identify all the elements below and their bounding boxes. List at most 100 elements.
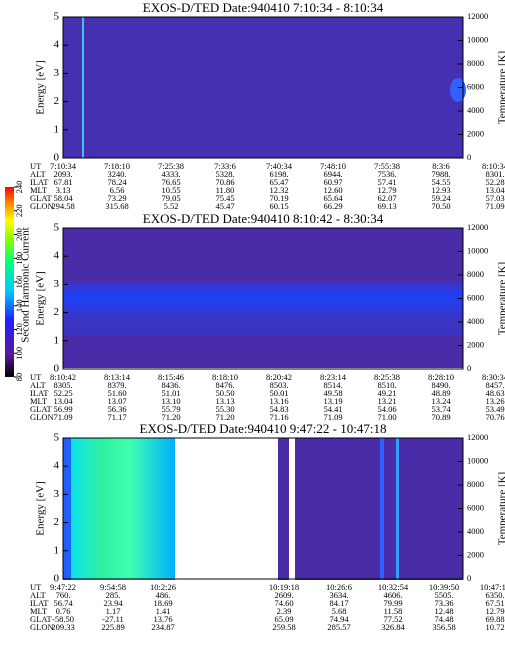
ephemeris-value: 8:10:42 xyxy=(50,372,76,382)
ephemeris-value: 2.39 xyxy=(277,606,292,616)
y-tick-label: 5 xyxy=(54,432,60,444)
ephemeris-value: 50.50 xyxy=(215,388,234,398)
ephemeris-value: 8:13:14 xyxy=(104,372,131,382)
ephemeris-value: 10.55 xyxy=(161,185,180,195)
ephemeris-value: 71.09 xyxy=(323,412,342,422)
y2-tick-label: 6000 xyxy=(467,81,484,91)
ephemeris-value: 5.52 xyxy=(164,201,179,211)
ephemeris-value: 13.04 xyxy=(485,185,505,195)
ephemeris-value: 315.68 xyxy=(105,201,128,211)
ephemeris-value: 13.10 xyxy=(161,396,180,406)
ephemeris-value: 2093. xyxy=(53,169,72,179)
ephemeris-value: 294.58 xyxy=(51,201,74,211)
ephemeris-value: 486. xyxy=(156,590,171,600)
ephemeris-row-label: ILAT xyxy=(30,177,49,187)
ephemeris-value: 7:40:34 xyxy=(266,161,293,171)
ephemeris-value: 49.58 xyxy=(323,388,342,398)
y2-tick-label: 2000 xyxy=(467,128,484,138)
ephemeris-value: 70.86 xyxy=(215,177,234,187)
ephemeris-value: 60.97 xyxy=(323,177,342,187)
ephemeris-value: 55.30 xyxy=(215,404,234,414)
chart-title: EXOS-D/TED Date:940410 9:47:22 - 10:47:1… xyxy=(140,421,387,436)
ephemeris-value: 13.19 xyxy=(323,396,342,406)
ephemeris-value: 13.16 xyxy=(269,396,288,406)
ephemeris-value: 53.74 xyxy=(431,404,451,414)
ephemeris-value: 13.21 xyxy=(377,396,396,406)
ephemeris-value: 7:10:34 xyxy=(50,161,77,171)
y2-tick-label: 8000 xyxy=(467,269,484,279)
ephemeris-value: 326.84 xyxy=(381,622,405,632)
y-tick-label: 5 xyxy=(54,222,60,234)
ephemeris-value: 7:25:38 xyxy=(158,161,184,171)
ephemeris-value: 3634. xyxy=(329,590,348,600)
y-tick-label: 1 xyxy=(54,334,60,346)
ephemeris-value: 73.29 xyxy=(107,193,126,203)
y-axis-title: Energy [eV] xyxy=(35,481,47,535)
y2-tick-label: 8000 xyxy=(467,58,484,68)
ephemeris-value: 6350. xyxy=(485,590,504,600)
ephemeris-value: 54.06 xyxy=(377,404,396,414)
ephemeris-value: 8:3:6 xyxy=(432,161,449,171)
ephemeris-value: 71.16 xyxy=(269,412,288,422)
colorbar-tick-label: 240 xyxy=(14,181,24,194)
ephemeris-value: 12.79 xyxy=(377,185,396,195)
ephemeris-value: 8457. xyxy=(485,380,504,390)
ephemeris-value: 56.99 xyxy=(53,404,72,414)
ephemeris-row-label: GLAT xyxy=(30,193,53,203)
ephemeris-row-label: MLT xyxy=(30,606,48,616)
ephemeris-value: 6198. xyxy=(269,169,288,179)
ephemeris-value: 6.56 xyxy=(110,185,125,195)
ephemeris-value: 8:20:42 xyxy=(266,372,292,382)
y2-tick-label: 10000 xyxy=(467,245,488,255)
ephemeris-value: 8503. xyxy=(269,380,288,390)
ephemeris-value: 8:15:46 xyxy=(158,372,184,382)
ephemeris-value: 11.58 xyxy=(384,606,403,616)
y-tick-label: 3 xyxy=(54,278,60,290)
y2-tick-label: 6000 xyxy=(467,502,484,512)
ephemeris-value: 5328. xyxy=(215,169,234,179)
ephemeris-value: 71.09 xyxy=(485,201,504,211)
y-tick-label: 4 xyxy=(54,250,60,262)
ephemeris-value: 8490. xyxy=(431,380,450,390)
ephemeris-value: 8379. xyxy=(107,380,126,390)
spectrogram-field xyxy=(63,17,466,158)
ephemeris-value: 7:18:10 xyxy=(104,161,130,171)
ephemeris-value: 75.45 xyxy=(215,193,234,203)
y2-tick-label: 12000 xyxy=(467,222,488,232)
ephemeris-value: 60.15 xyxy=(269,201,288,211)
ephemeris-value: 8510. xyxy=(377,380,396,390)
ephemeris-value: 234.87 xyxy=(151,622,174,632)
colorbar-tick-label: 220 xyxy=(14,204,24,217)
ephemeris-value: 12.79 xyxy=(485,606,504,616)
ephemeris-value: 13.04 xyxy=(53,396,73,406)
ephemeris-value: 2609. xyxy=(274,590,293,600)
y-tick-label: 2 xyxy=(54,95,60,107)
ephemeris-value: 65.47 xyxy=(269,177,288,187)
ephemeris-value: 13.26 xyxy=(485,396,504,406)
ephemeris-value: 71.09 xyxy=(53,412,72,422)
ephemeris-value: 69.13 xyxy=(377,201,396,211)
ephemeris-value: 8:28:10 xyxy=(428,372,454,382)
colorbar-tick-label: 100 xyxy=(14,347,24,360)
ephemeris-value: 54.55 xyxy=(431,177,450,187)
ephemeris-value: 70.89 xyxy=(431,412,450,422)
ephemeris-value: 7:33:6 xyxy=(214,161,236,171)
ephemeris-value: 71.17 xyxy=(107,412,126,422)
ephemeris-value: 9:54:58 xyxy=(100,582,126,592)
ephemeris-value: 57.41 xyxy=(377,177,396,187)
ephemeris-row-label: ILAT xyxy=(30,388,49,398)
ephemeris-value: 10.72 xyxy=(485,622,504,632)
ephemeris-value: 70.19 xyxy=(269,193,288,203)
y2-tick-label: 2000 xyxy=(467,549,484,559)
ephemeris-value: 8:23:14 xyxy=(320,372,347,382)
ephemeris-value: 8:30:34 xyxy=(482,372,505,382)
ephemeris-value: 7:55:38 xyxy=(374,161,400,171)
ephemeris-value: 10:39:50 xyxy=(429,582,459,592)
ephemeris-value: 285.57 xyxy=(327,622,350,632)
y-axis-title: Energy [eV] xyxy=(35,271,47,325)
ephemeris-row-label: ILAT xyxy=(30,598,49,608)
chart-title: EXOS-D/TED Date:940410 8:10:42 - 8:30:34 xyxy=(143,211,384,226)
ephemeris-value: 8:25:38 xyxy=(374,372,400,382)
ephemeris-value: 8436. xyxy=(161,380,180,390)
ephemeris-value: 10:47:18 xyxy=(480,582,505,592)
